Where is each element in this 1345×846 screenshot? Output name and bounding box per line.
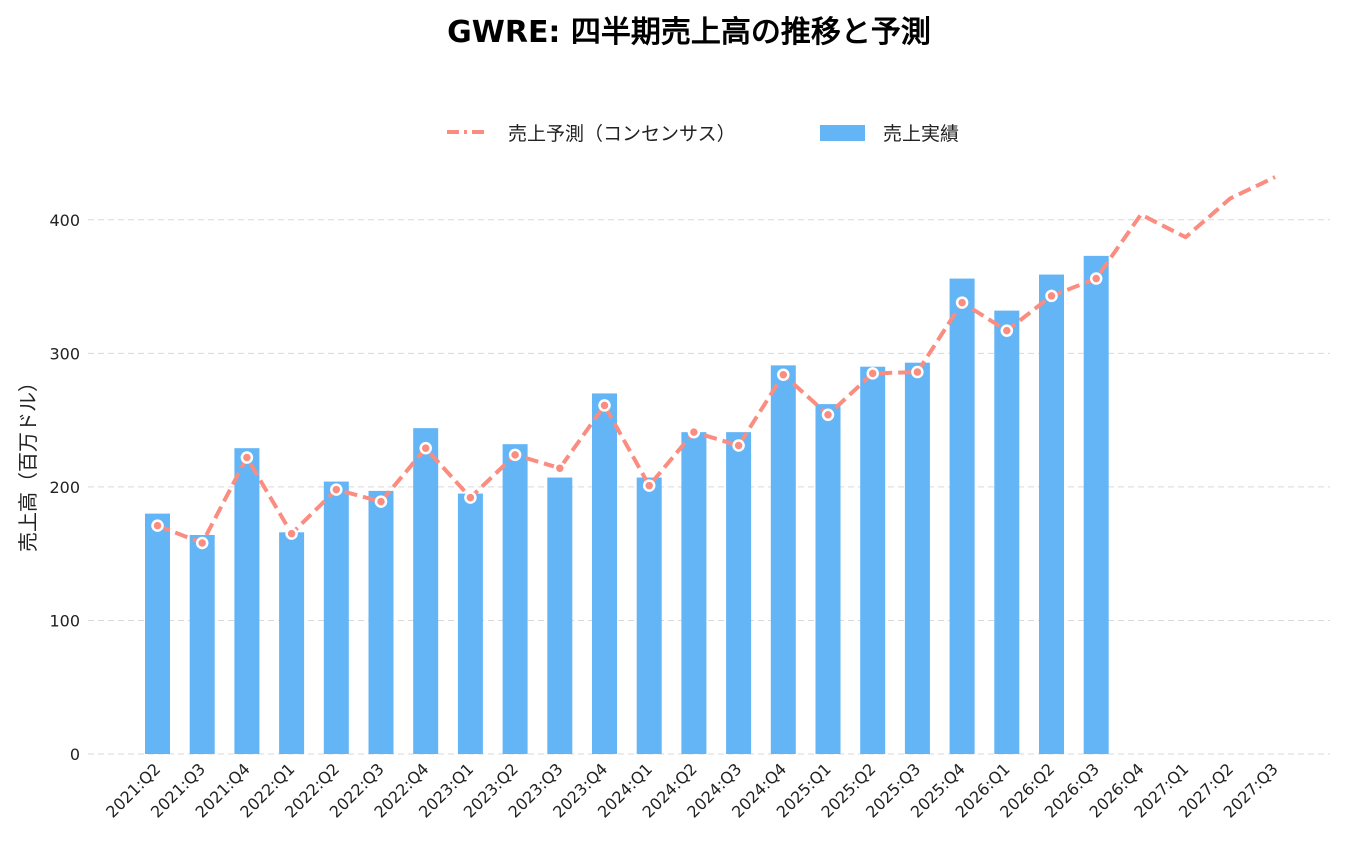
- forecast-point: [866, 367, 879, 380]
- forecast-point: [419, 441, 432, 455]
- forecast-point: [642, 479, 656, 492]
- y-tick-label: 200: [49, 478, 80, 497]
- forecast-series: [151, 175, 1276, 550]
- bar: [726, 432, 752, 754]
- bar: [994, 310, 1020, 754]
- bar: [279, 532, 305, 754]
- forecast-point: [464, 491, 477, 504]
- forecast-point: [508, 448, 522, 462]
- bar: [1039, 274, 1064, 754]
- forecast-point: [821, 408, 835, 422]
- bar: [1083, 255, 1109, 754]
- forecast-point: [330, 483, 343, 496]
- legend-actual-label: 売上実績: [883, 123, 959, 145]
- y-tick-label: 300: [49, 344, 80, 363]
- forecast-point: [1000, 324, 1014, 337]
- legend-actual-swatch: [820, 125, 865, 141]
- y-axis-label: 売上高（百万ドル）: [16, 372, 40, 552]
- forecast-point: [553, 461, 567, 475]
- bar: [368, 490, 394, 754]
- forecast-point: [955, 296, 969, 309]
- forecast-point: [1089, 272, 1103, 285]
- forecast-point: [285, 527, 298, 540]
- forecast-point: [911, 365, 924, 379]
- bar: [815, 404, 841, 754]
- bar: [636, 477, 662, 754]
- forecast-point: [598, 399, 611, 412]
- forecast-point: [151, 519, 164, 532]
- forecast-point: [687, 425, 701, 439]
- bar-series: [145, 255, 1109, 754]
- y-tick-label: 400: [49, 211, 80, 230]
- y-tick-label: 0: [70, 745, 80, 764]
- forecast-point: [195, 536, 209, 550]
- forecast-point: [777, 368, 790, 381]
- bar: [234, 448, 260, 754]
- forecast-line: [156, 175, 1276, 545]
- bar: [145, 513, 170, 754]
- bar: [681, 432, 707, 754]
- bar: [502, 444, 528, 754]
- bar: [592, 393, 617, 754]
- legend: 売上予測（コンセンサス） 売上実績: [447, 123, 959, 145]
- chart-title: GWRE: 四半期売上高の推移と予測: [447, 15, 931, 50]
- bar: [547, 477, 573, 754]
- forecast-point: [240, 451, 254, 464]
- bar: [413, 428, 439, 754]
- bar: [904, 362, 930, 754]
- y-axis: 0 100 200 300 400: [49, 211, 80, 764]
- legend-forecast-label: 売上予測（コンセンサス）: [508, 123, 736, 145]
- bar: [770, 365, 796, 754]
- forecast-point: [1045, 289, 1058, 303]
- bar: [189, 534, 215, 754]
- grid: [88, 219, 1330, 755]
- x-axis: 2021:Q22021:Q32021:Q42022:Q12022:Q22022:…: [102, 759, 1282, 821]
- bar: [457, 493, 483, 754]
- bar: [323, 481, 349, 754]
- forecast-point: [374, 495, 388, 508]
- forecast-point: [732, 439, 745, 452]
- y-tick-label: 100: [49, 611, 80, 630]
- bar: [860, 366, 886, 754]
- bar: [949, 278, 975, 754]
